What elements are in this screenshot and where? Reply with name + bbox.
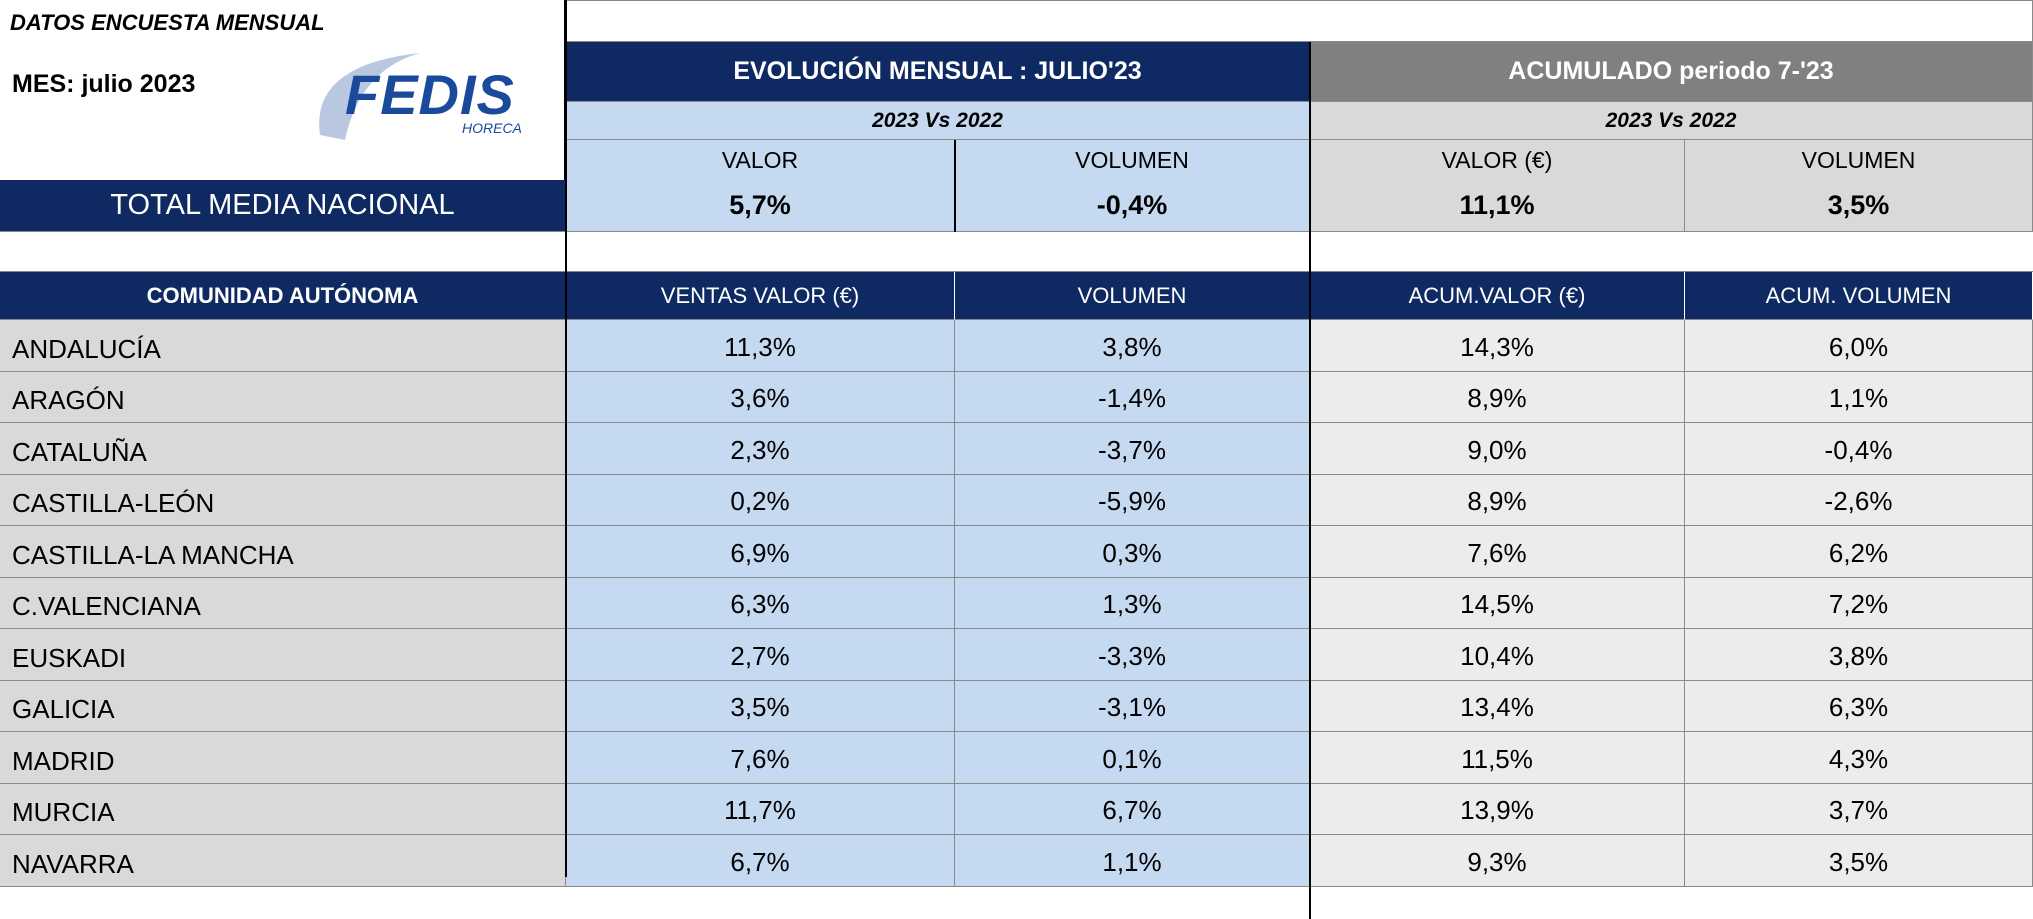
cell: 3,7% (1685, 783, 2033, 835)
cell: 6,7% (955, 783, 1310, 835)
cell: CASTILLA-LEÓN (0, 474, 566, 526)
logo: FEDIS (345, 63, 515, 126)
cell: -2,6% (1685, 474, 2033, 526)
cell: -1,4% (955, 371, 1310, 423)
header-box: DATOS ENCUESTA MENSUAL MES: julio 2023 F… (0, 0, 566, 180)
cell: 4,3% (1685, 732, 2033, 784)
cell: 11,1% (1310, 180, 1685, 232)
cell: 3,5% (566, 680, 955, 732)
cell: CATALUÑA (0, 423, 566, 475)
cell: ACUMULADO periodo 7-'23 (1310, 42, 2033, 102)
cell: 6,0% (1685, 320, 2033, 372)
cell: 7,2% (1685, 577, 2033, 629)
cell: VOLUMEN (1685, 140, 2033, 180)
month-label: MES: julio 2023 (12, 70, 196, 98)
cell: 0,3% (955, 526, 1310, 578)
cell: -5,9% (955, 474, 1310, 526)
cell: 6,3% (1685, 680, 2033, 732)
cell: -3,7% (955, 423, 1310, 475)
cell: 2,7% (566, 629, 955, 681)
cell: VOLUMEN (955, 272, 1310, 320)
cell: -3,1% (955, 680, 1310, 732)
cell: 8,9% (1310, 371, 1685, 423)
cell: 3,5% (1685, 835, 2033, 887)
cell: 11,7% (566, 783, 955, 835)
cell: COMUNIDAD AUTÓNOMA (0, 272, 566, 320)
cell: MURCIA (0, 783, 566, 835)
cell: GALICIA (0, 680, 566, 732)
divider (1309, 42, 1311, 919)
cell: 3,8% (955, 320, 1310, 372)
cell: 6,9% (566, 526, 955, 578)
cell: VOLUMEN (955, 140, 1310, 180)
divider (565, 0, 567, 877)
cell: -0,4% (955, 180, 1310, 232)
cell: 0,1% (955, 732, 1310, 784)
cell: 9,0% (1310, 423, 1685, 475)
cell: 6,2% (1685, 526, 2033, 578)
cell: VALOR (€) (1310, 140, 1685, 180)
cell: ACUM. VOLUMEN (1685, 272, 2033, 320)
cell: 6,7% (566, 835, 955, 887)
cell: MADRID (0, 732, 566, 784)
cell: 10,4% (1310, 629, 1685, 681)
cell: -3,3% (955, 629, 1310, 681)
cell: 5,7% (566, 180, 955, 232)
cell: CASTILLA-LA MANCHA (0, 526, 566, 578)
cell: 11,5% (1310, 732, 1685, 784)
cell: ACUM.VALOR (€) (1310, 272, 1685, 320)
cell: 2,3% (566, 423, 955, 475)
cell: 11,3% (566, 320, 955, 372)
cell: EUSKADI (0, 629, 566, 681)
divider (954, 140, 956, 232)
cell: 3,6% (566, 371, 955, 423)
cell: 6,3% (566, 577, 955, 629)
cell: 7,6% (566, 732, 955, 784)
logo-sub: HORECA (462, 120, 522, 136)
cell: EVOLUCIÓN MENSUAL : JULIO'23 (566, 42, 1310, 102)
cell: 2023 Vs 2022 (566, 102, 1310, 140)
cell (566, 0, 2033, 42)
cell: C.VALENCIANA (0, 577, 566, 629)
cell: 13,4% (1310, 680, 1685, 732)
cell: 9,3% (1310, 835, 1685, 887)
cell: VENTAS VALOR (€) (566, 272, 955, 320)
cell: TOTAL MEDIA NACIONAL (0, 180, 566, 232)
cell: 1,1% (1685, 371, 2033, 423)
cell: NAVARRA (0, 835, 566, 887)
cell: 7,6% (1310, 526, 1685, 578)
cell: 3,5% (1685, 180, 2033, 232)
cell: ANDALUCÍA (0, 320, 566, 372)
cell: 8,9% (1310, 474, 1685, 526)
cell: 0,2% (566, 474, 955, 526)
cell: 1,1% (955, 835, 1310, 887)
logo-swoosh (319, 53, 420, 140)
cell: VALOR (566, 140, 955, 180)
cell: 1,3% (955, 577, 1310, 629)
cell: ARAGÓN (0, 371, 566, 423)
cell: 2023 Vs 2022 (1310, 102, 2033, 140)
cell: 14,3% (1310, 320, 1685, 372)
cell (0, 232, 2033, 272)
sheet-title: DATOS ENCUESTA MENSUAL (10, 10, 325, 35)
cell: 14,5% (1310, 577, 1685, 629)
cell: -0,4% (1685, 423, 2033, 475)
cell: 3,8% (1685, 629, 2033, 681)
cell: 13,9% (1310, 783, 1685, 835)
